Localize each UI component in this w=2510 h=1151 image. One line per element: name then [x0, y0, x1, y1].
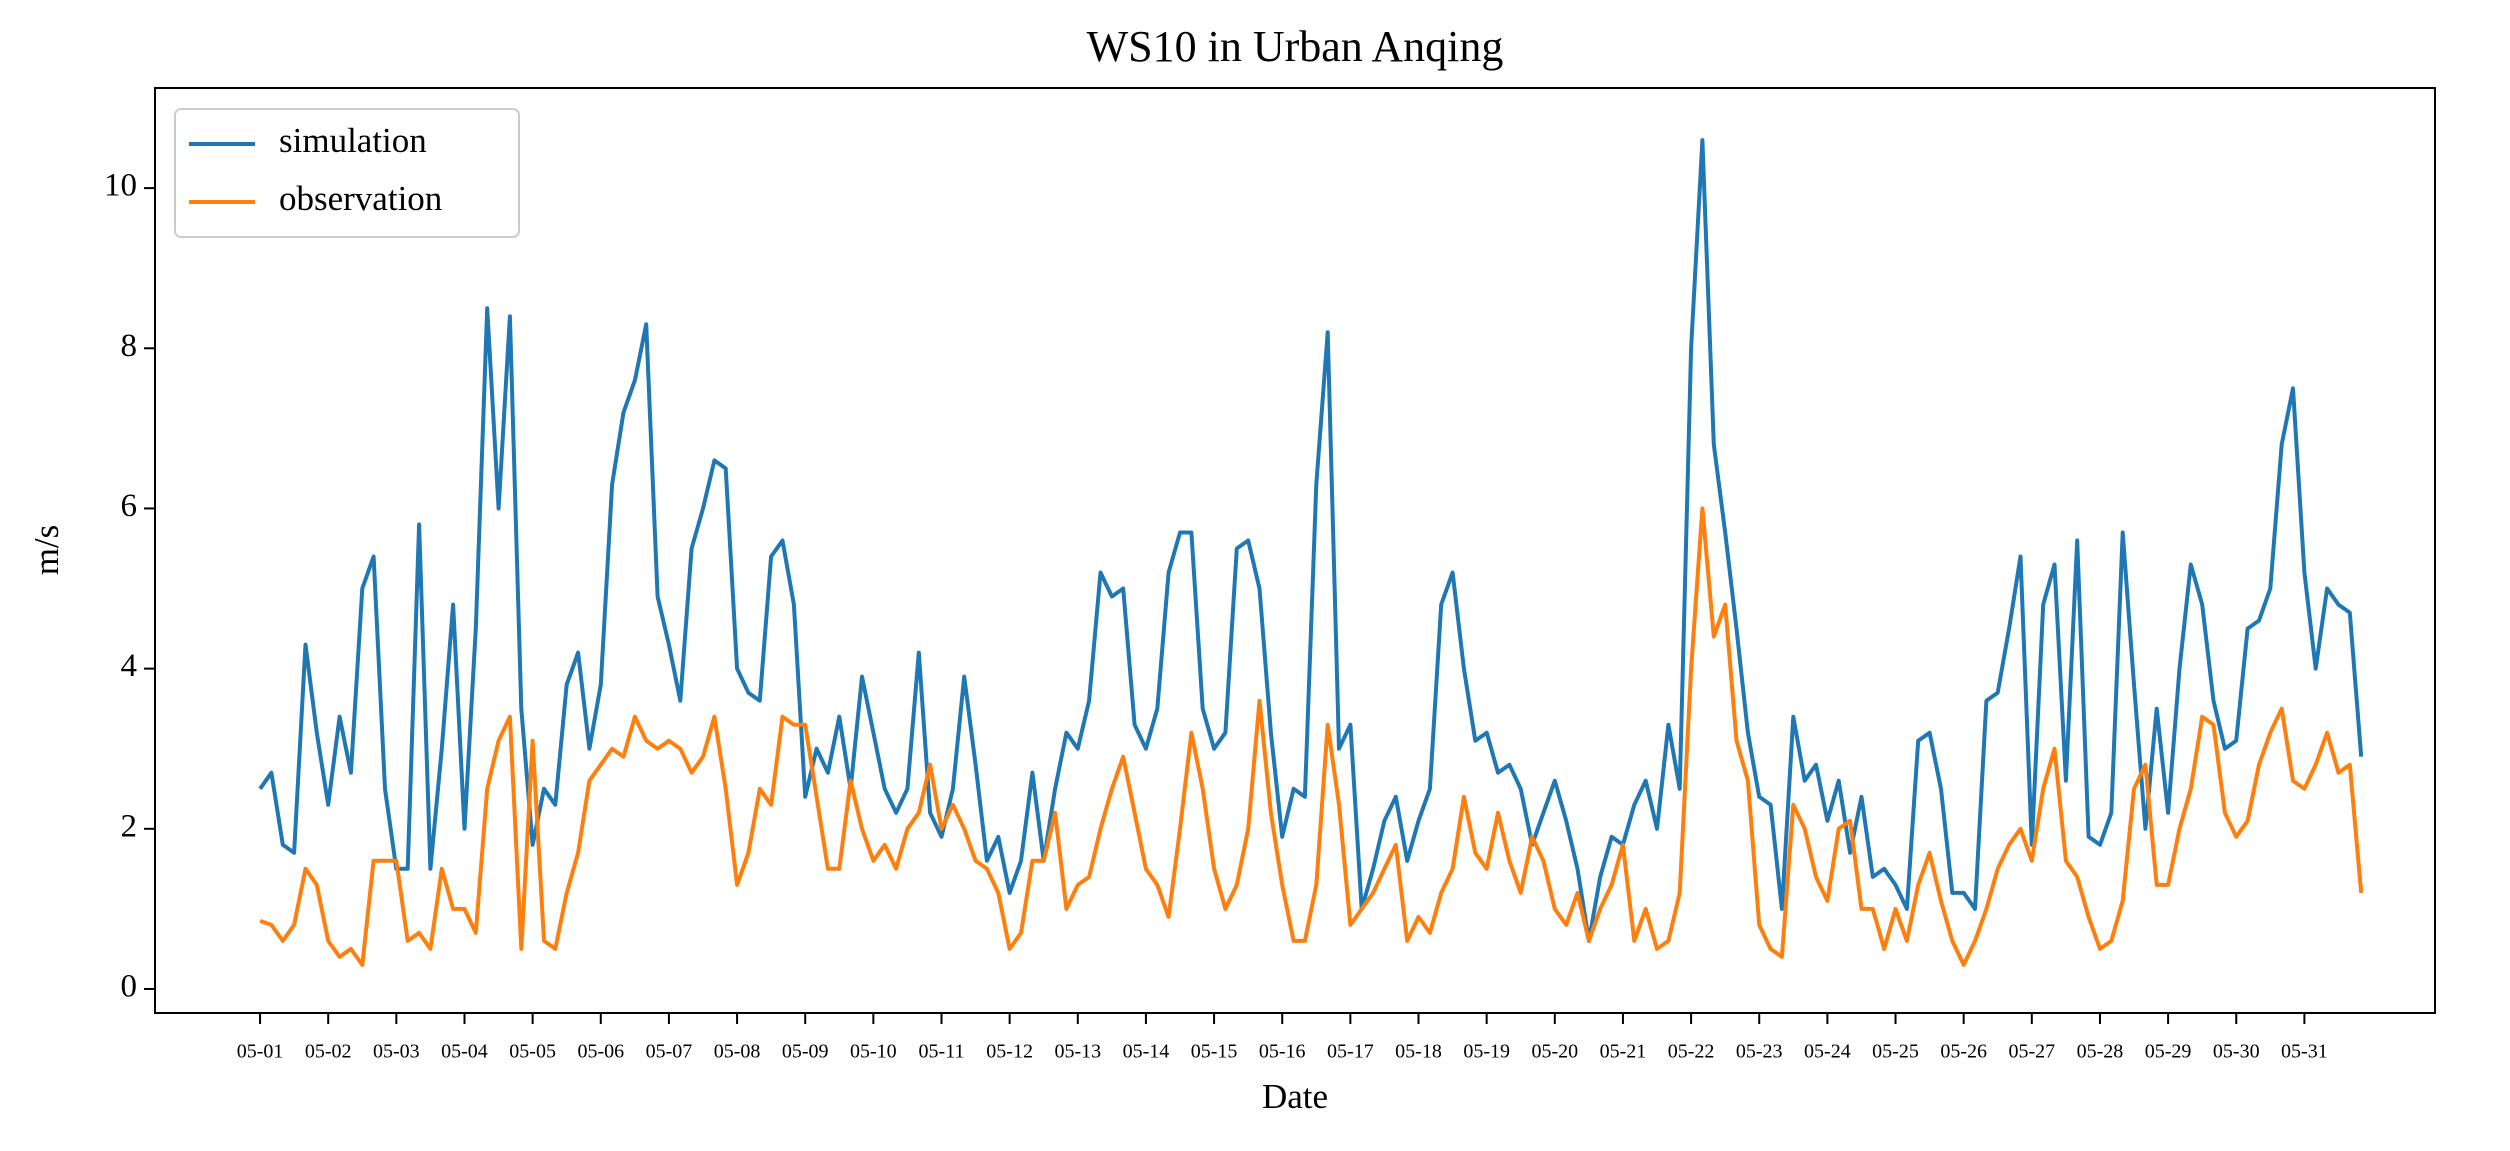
x-tick-label: 05-26 — [1940, 1041, 1987, 1063]
x-tick-label: 05-24 — [1804, 1041, 1851, 1063]
x-tick-label: 05-03 — [373, 1041, 420, 1063]
x-tick-label: 05-18 — [1395, 1041, 1442, 1063]
x-tick-label: 05-12 — [986, 1041, 1033, 1063]
x-tick-label: 05-27 — [2008, 1041, 2055, 1063]
x-tick-label: 05-31 — [2281, 1041, 2328, 1063]
y-tick-label: 4 — [121, 648, 138, 684]
x-tick-label: 05-07 — [646, 1041, 693, 1063]
x-tick-label: 05-30 — [2213, 1041, 2260, 1063]
y-tick-label: 8 — [121, 328, 138, 364]
x-tick-label: 05-08 — [714, 1041, 761, 1063]
x-tick-label: 05-05 — [509, 1041, 556, 1063]
x-tick-label: 05-20 — [1531, 1041, 1578, 1063]
line-series — [258, 138, 2364, 943]
x-tick-label: 05-09 — [782, 1041, 829, 1063]
x-axis-label: Date — [1262, 1077, 1328, 1116]
y-tick-label: 2 — [121, 808, 138, 844]
x-tick-label: 05-02 — [305, 1041, 352, 1063]
legend-label: simulation — [279, 121, 427, 160]
x-tick-label: 05-17 — [1327, 1041, 1374, 1063]
y-tick-label: 10 — [104, 168, 137, 204]
x-tick-label: 05-22 — [1668, 1041, 1715, 1063]
x-tick-label: 05-23 — [1736, 1041, 1783, 1063]
x-tick-label: 05-10 — [850, 1041, 897, 1063]
x-tick-label: 05-19 — [1463, 1041, 1510, 1063]
legend-label: observation — [279, 179, 442, 218]
y-tick-label: 6 — [121, 488, 138, 524]
x-tick-label: 05-25 — [1872, 1041, 1919, 1063]
x-tick-label: 05-29 — [2145, 1041, 2192, 1063]
chart-title: WS10 in Urban Anqing — [1087, 22, 1504, 71]
plot-frame — [154, 87, 2436, 1014]
y-axis-label: m/s — [27, 525, 66, 576]
x-tick-label: 05-06 — [577, 1041, 624, 1063]
x-tick-label: 05-11 — [919, 1041, 965, 1063]
x-tick-label: 05-04 — [441, 1041, 488, 1063]
x-tick-label: 05-21 — [1600, 1041, 1647, 1063]
x-tick-label: 05-16 — [1259, 1041, 1306, 1063]
legend: simulation observation — [174, 108, 520, 238]
x-tick-label: 05-13 — [1054, 1041, 1101, 1063]
legend-box — [174, 108, 520, 238]
x-tick-label: 05-14 — [1123, 1041, 1170, 1063]
x-tick-label: 05-01 — [237, 1041, 284, 1063]
line-series — [259, 506, 2364, 967]
x-tick-label: 05-28 — [2077, 1041, 2124, 1063]
x-tick-label: 05-15 — [1191, 1041, 1238, 1063]
y-tick-label: 0 — [121, 969, 138, 1005]
